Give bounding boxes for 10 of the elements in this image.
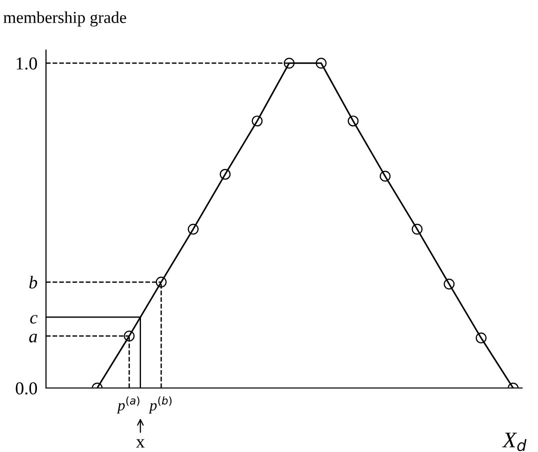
x-axis-title: X$_{d}$	[502, 432, 526, 452]
y-tick-label: a	[29, 334, 37, 342]
y-tick-label: c	[30, 314, 38, 324]
text: x	[136, 439, 145, 448]
y-tick-label: 0.0	[16, 382, 37, 395]
y-axis-title: membership grade	[3, 11, 126, 27]
x-tick-label: p$^{(b)}$	[148, 396, 172, 414]
x-tick-label: p$^{(a)}$	[116, 396, 140, 414]
y-tick-label: b	[29, 276, 38, 289]
y-tick-label: 1.0	[16, 57, 37, 70]
